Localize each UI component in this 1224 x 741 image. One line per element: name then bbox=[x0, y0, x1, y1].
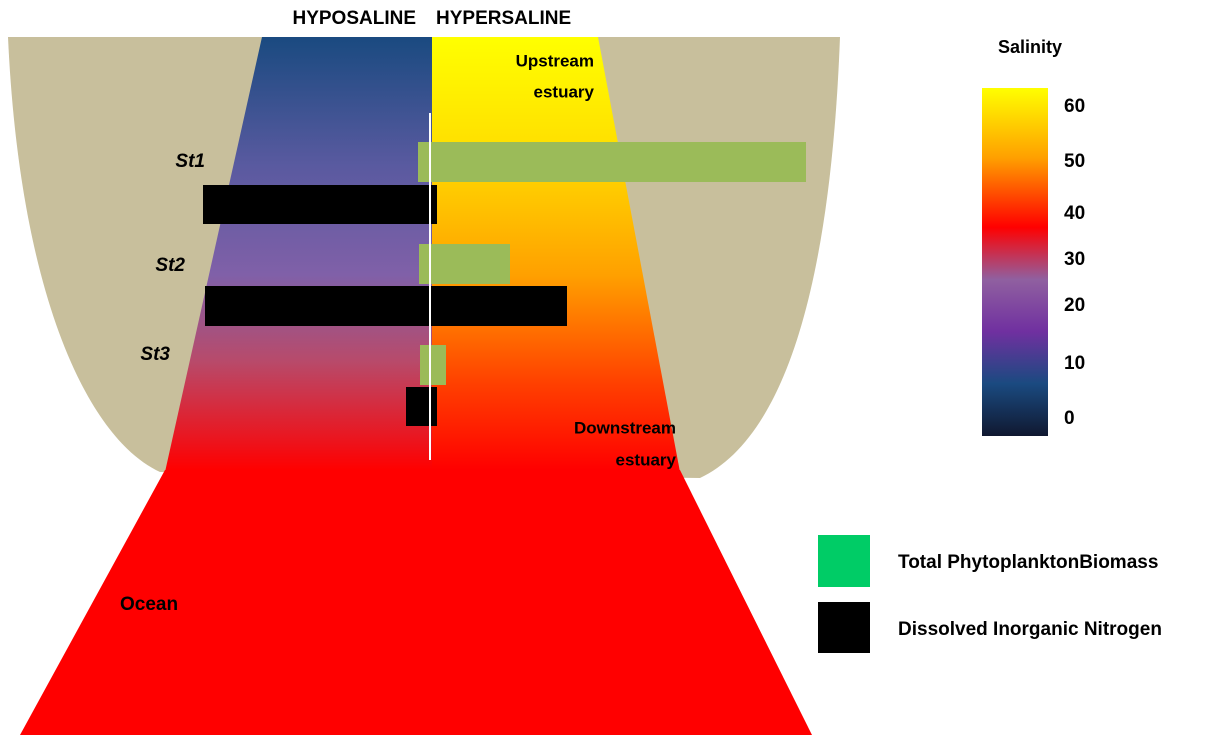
legend-swatch bbox=[818, 535, 870, 587]
region-label: Downstream bbox=[574, 418, 676, 437]
bar-phyto-st1 bbox=[418, 142, 806, 182]
colorbar-tick: 40 bbox=[1064, 203, 1085, 224]
header-left: HYPOSALINE bbox=[292, 8, 416, 29]
colorbar-tick: 10 bbox=[1064, 353, 1085, 374]
colorbar bbox=[982, 88, 1048, 436]
diagram: HYPOSALINE HYPERSALINE Upstream estuary … bbox=[0, 0, 1224, 736]
region-label: Upstream bbox=[516, 51, 594, 70]
legend-label: Total PhytoplanktonBiomass bbox=[898, 552, 1158, 573]
legend-label: Dissolved Inorganic Nitrogen bbox=[898, 619, 1162, 640]
colorbar-tick: 30 bbox=[1064, 249, 1085, 270]
bar-din-st2 bbox=[205, 286, 567, 326]
colorbar-tick: 60 bbox=[1064, 96, 1085, 117]
bar-din-st3 bbox=[406, 387, 437, 426]
colorbar-tick: 20 bbox=[1064, 295, 1085, 316]
legend-swatch bbox=[818, 602, 870, 653]
station-label: St2 bbox=[155, 255, 185, 276]
colorbar-tick: 0 bbox=[1064, 408, 1075, 429]
station-label: St1 bbox=[175, 151, 205, 172]
bar-phyto-st3 bbox=[420, 345, 446, 385]
header-right: HYPERSALINE bbox=[436, 8, 571, 29]
bar-din-st1 bbox=[203, 185, 437, 224]
region-label: estuary bbox=[616, 450, 677, 469]
colorbar-tick: 50 bbox=[1064, 151, 1085, 172]
region-label: estuary bbox=[534, 82, 595, 101]
station-label: St3 bbox=[140, 344, 170, 365]
colorbar-title: Salinity bbox=[998, 37, 1062, 57]
region-label: Ocean bbox=[120, 594, 178, 615]
bar-phyto-st2 bbox=[419, 244, 510, 284]
